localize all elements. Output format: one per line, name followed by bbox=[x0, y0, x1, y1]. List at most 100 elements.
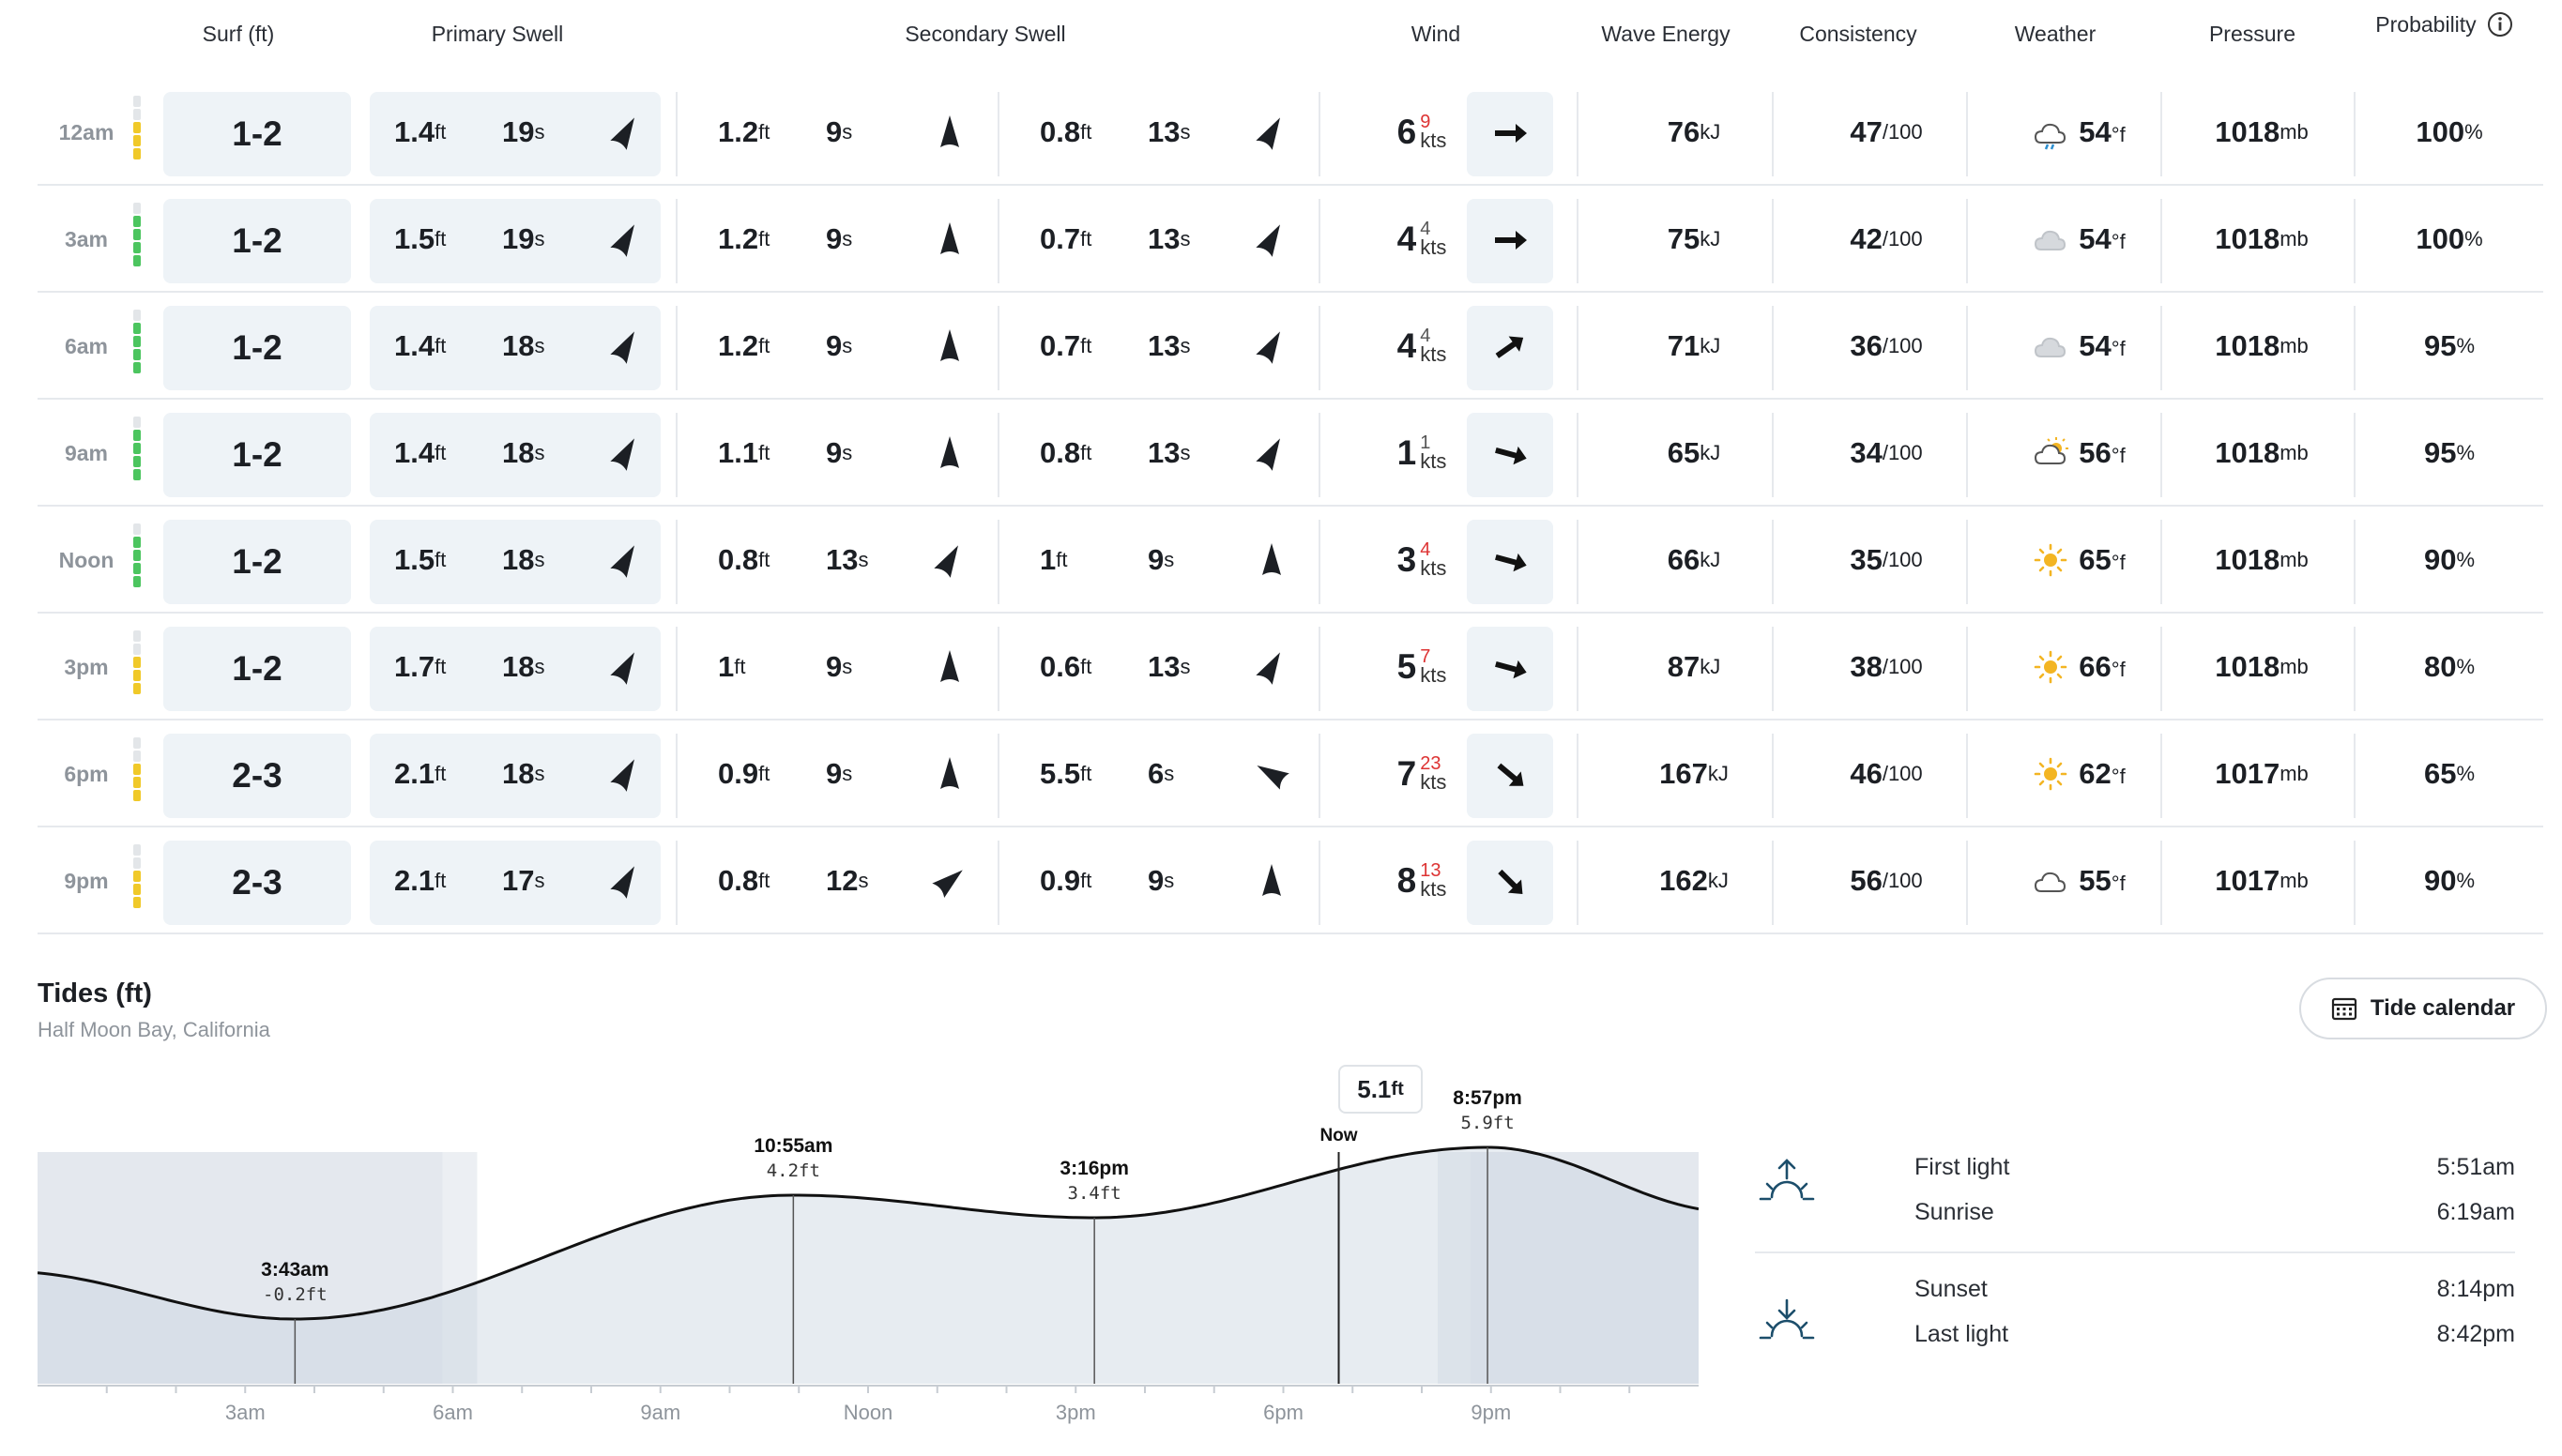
weather: 55°f bbox=[1971, 827, 2187, 934]
column-divider bbox=[2160, 306, 2162, 390]
row-time: 3pm bbox=[64, 654, 109, 679]
sunrise-group: First light 5:51am Sunrise 6:19am bbox=[1755, 1135, 2515, 1257]
tide-event-time: 3:43am bbox=[261, 1259, 328, 1281]
wind-gust: 4 bbox=[1420, 326, 1431, 346]
column-divider bbox=[1577, 841, 1578, 925]
info-icon[interactable] bbox=[2486, 10, 2514, 38]
tide-event-height: -0.2ft bbox=[263, 1284, 328, 1305]
primary-swell-height: 2.1 ft bbox=[394, 864, 447, 897]
weather: 54°f bbox=[1971, 293, 2187, 400]
rain-icon bbox=[2035, 123, 2066, 150]
column-divider bbox=[1966, 520, 1968, 604]
tide-event-time: 10:55am bbox=[754, 1135, 832, 1157]
sunset-time: 8:14pm bbox=[2436, 1276, 2515, 1302]
primary-swell-period: 18 s bbox=[502, 436, 545, 469]
consistency-bar bbox=[133, 96, 141, 159]
column-divider bbox=[1772, 734, 1774, 818]
probability: 90% bbox=[2423, 543, 2476, 576]
wind-gust: 7 bbox=[1420, 646, 1431, 667]
primary-swell-box bbox=[370, 413, 661, 497]
wind-speed: 6 9 kts bbox=[1396, 112, 1447, 152]
header-pressure: Pressure bbox=[2208, 21, 2296, 46]
header-secondary-swell: Secondary Swell bbox=[905, 21, 1066, 46]
column-divider bbox=[676, 199, 678, 283]
consistency-score: 56/100 bbox=[1850, 864, 1923, 897]
sunrise-icon bbox=[1759, 1159, 1815, 1201]
wind-direction-box bbox=[1467, 92, 1553, 176]
now-label: Now bbox=[1319, 1126, 1357, 1145]
column-divider bbox=[676, 734, 678, 818]
last-light-label: Last light bbox=[1914, 1321, 2009, 1347]
wind-arrow-icon bbox=[1495, 336, 1524, 358]
secondary-swell-2-height: 1 ft bbox=[1040, 543, 1068, 576]
header-consistency: Consistency bbox=[1799, 21, 1917, 46]
secondary-swell-2-direction bbox=[1256, 507, 1288, 614]
wind-gust: 1 bbox=[1420, 432, 1431, 453]
surf-height: 1-2 bbox=[163, 306, 351, 390]
pressure: 1017 mb bbox=[2215, 757, 2309, 790]
column-divider bbox=[1772, 92, 1774, 176]
consistency-score: 47/100 bbox=[1850, 115, 1923, 148]
column-divider bbox=[2354, 627, 2356, 711]
column-divider bbox=[1577, 734, 1578, 818]
column-divider bbox=[998, 413, 999, 497]
swell-direction-icon bbox=[940, 436, 959, 468]
column-divider bbox=[1772, 627, 1774, 711]
column-divider bbox=[998, 734, 999, 818]
tide-axis-label: 9pm bbox=[1471, 1401, 1511, 1424]
row-time: 6am bbox=[64, 333, 109, 358]
consistency-score: 35/100 bbox=[1850, 543, 1923, 576]
secondary-swell-1-period: 13 s bbox=[826, 543, 869, 576]
wind-speed: 3 4 kts bbox=[1396, 539, 1447, 580]
column-divider bbox=[1966, 306, 1968, 390]
wave-energy: 167 kJ bbox=[1659, 757, 1729, 790]
tide-area bbox=[38, 1147, 1699, 1384]
swell-direction-icon bbox=[610, 866, 634, 899]
sunset-icon bbox=[1759, 1298, 1815, 1340]
sun-icon bbox=[2034, 757, 2067, 791]
wave-energy: 65 kJ bbox=[1667, 436, 1721, 469]
wind-gust: 23 bbox=[1420, 753, 1441, 774]
sun-icon bbox=[2034, 650, 2067, 684]
column-divider bbox=[2354, 841, 2356, 925]
column-divider bbox=[2160, 841, 2162, 925]
wind-direction-box bbox=[1467, 627, 1553, 711]
wave-energy: 76 kJ bbox=[1667, 115, 1721, 148]
secondary-swell-2-direction bbox=[1256, 79, 1288, 186]
column-divider bbox=[2354, 413, 2356, 497]
tide-calendar-button[interactable]: Tide calendar bbox=[2299, 978, 2547, 1039]
probability: 90% bbox=[2423, 864, 2476, 897]
swell-direction-icon bbox=[1256, 438, 1280, 471]
secondary-swell-2-height: 0.8 ft bbox=[1040, 115, 1092, 148]
column-divider bbox=[998, 92, 999, 176]
secondary-swell-1-direction bbox=[934, 614, 966, 720]
tide-calendar-label: Tide calendar bbox=[2370, 995, 2516, 1021]
swell-direction-icon bbox=[1256, 652, 1280, 685]
primary-swell-direction bbox=[610, 720, 642, 827]
consistency-bar bbox=[133, 417, 141, 480]
swell-direction-icon bbox=[610, 438, 634, 471]
secondary-swell-1-height: 0.9 ft bbox=[718, 757, 770, 790]
column-divider bbox=[2354, 92, 2356, 176]
secondary-swell-1-height: 1.1 ft bbox=[718, 436, 770, 469]
weather: 66°f bbox=[1971, 614, 2187, 720]
swell-direction-icon bbox=[610, 224, 634, 257]
column-divider bbox=[1319, 734, 1320, 818]
wind-gust: 4 bbox=[1420, 219, 1431, 239]
pressure: 1018 mb bbox=[2215, 543, 2309, 576]
weather: 54°f bbox=[1971, 186, 2187, 293]
tide-event-height: 3.4ft bbox=[1068, 1183, 1121, 1204]
wave-energy: 162 kJ bbox=[1659, 864, 1729, 897]
night-shade bbox=[38, 1152, 478, 1384]
wind-direction-box bbox=[1467, 520, 1553, 604]
